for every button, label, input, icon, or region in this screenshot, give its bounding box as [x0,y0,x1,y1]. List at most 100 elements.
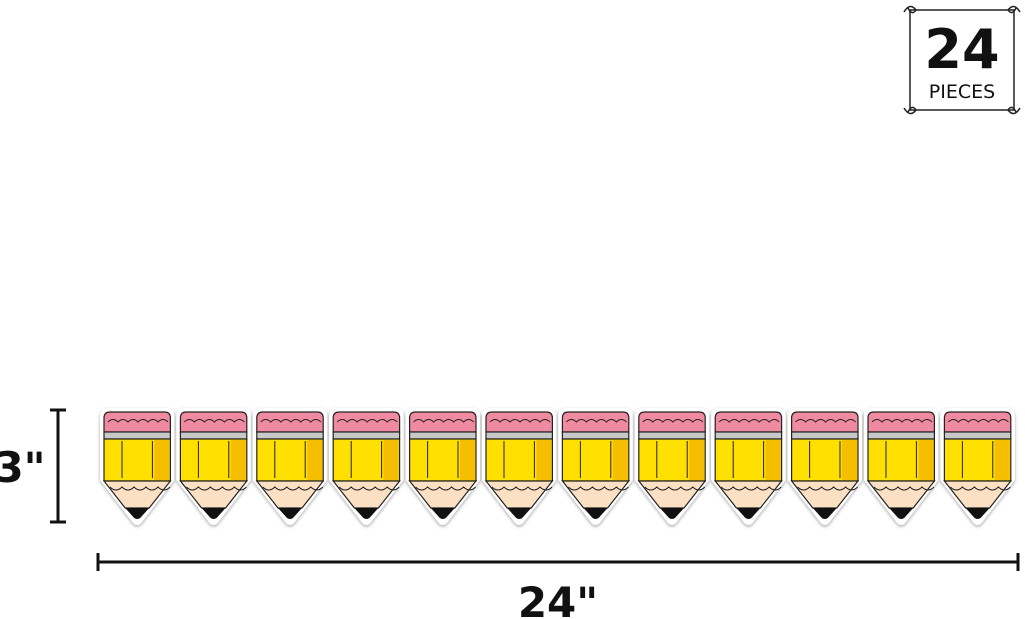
wood-scallops [797,486,858,491]
pencil-lines [732,441,765,478]
eraser [179,411,248,433]
wood-scallops [262,486,324,491]
eraser-scallops [871,419,933,423]
pencil-shade [383,440,399,480]
pencil-shade [612,440,628,480]
pencil-wood [331,480,401,509]
eraser [103,411,171,433]
pencil-wood [943,480,1013,509]
pencil-tip [889,508,914,519]
pencil [482,408,557,525]
ferrule [867,431,936,440]
wood-scallops [720,486,782,491]
eraser-scallops [566,419,627,423]
pencil-shade [460,440,475,480]
ferrule [256,431,324,440]
ferrule [103,431,172,440]
pencil [252,408,328,525]
ferrule [790,431,859,440]
eraser [256,411,324,433]
pencil-tip [354,508,379,519]
eraser-scallops [260,419,322,423]
ferrule [409,431,477,440]
pencil-shade [994,440,1010,480]
pencil [940,408,1015,525]
eraser-scallops [413,419,474,423]
pencil-tip [660,508,684,519]
wood-scallops [644,486,706,491]
pencil-wood [637,480,707,509]
pencil [405,408,480,525]
ferrule [638,431,706,440]
pencil-tip [278,508,302,519]
ferrule [714,431,783,440]
eraser [409,411,477,433]
eraser-scallops [336,419,398,423]
pencil-tip [736,508,761,519]
pencil-shade [230,440,246,480]
pencil-border [100,408,1015,525]
ferrule [179,431,248,440]
eraser [485,411,553,433]
width-dimension [96,553,1020,571]
pencil-tip [201,508,226,519]
badge-count: 24 [924,18,999,81]
eraser [791,411,859,433]
height-dimension [50,408,66,524]
pencil-wood [790,480,860,509]
pencil-lines [503,441,535,478]
pencil-lines [121,441,153,478]
ferrule [485,431,554,440]
badge-flourish [903,5,1021,115]
pencil-tip [965,508,990,519]
pencil-lines [885,441,917,478]
pencil-lines [961,441,994,478]
pencil [329,408,404,525]
badge-frame [909,9,1015,111]
eraser-scallops [184,419,245,423]
eraser-scallops [795,419,856,423]
wood-scallops [873,486,935,491]
pencil-tip [507,508,532,519]
wood-scallops [338,486,400,491]
pencil-lines [350,441,383,478]
ferrule [561,431,630,440]
pencil [176,408,251,525]
badge-label: PIECES [929,81,995,103]
width-label: 24" [518,578,598,619]
eraser-scallops [948,419,1009,423]
pencil-wood [484,480,554,509]
height-label: 3" [0,443,46,492]
pencil-tip [125,508,150,519]
eraser [561,411,630,433]
pencil-lines [274,441,306,478]
pencil-wood [713,480,783,509]
pencil [864,408,939,525]
eraser [943,411,1012,433]
pencil-shade [536,440,552,480]
pencil-lines [656,441,688,478]
wood-scallops [415,486,476,491]
pencil-shade [918,440,934,480]
pencil-lines [427,441,459,478]
pencil-wood [408,480,478,509]
wood-scallops [950,486,1011,491]
pencil-shade [154,440,170,480]
pencil-wood [561,480,631,509]
pencil [634,408,710,525]
wood-scallops [186,486,247,491]
pieces-badge: 24 PIECES [903,5,1021,115]
pencil-lines [197,441,230,478]
pencil-wood [255,480,325,509]
eraser-scallops [107,419,169,423]
pencil-shade [307,440,323,480]
eraser [638,411,706,433]
eraser [714,411,783,433]
pencil-wood [179,480,249,509]
pencil-lines [579,441,612,478]
eraser-scallops [718,419,780,423]
ferrule [943,431,1012,440]
pencil-tip [430,508,455,519]
pencil [711,408,786,525]
